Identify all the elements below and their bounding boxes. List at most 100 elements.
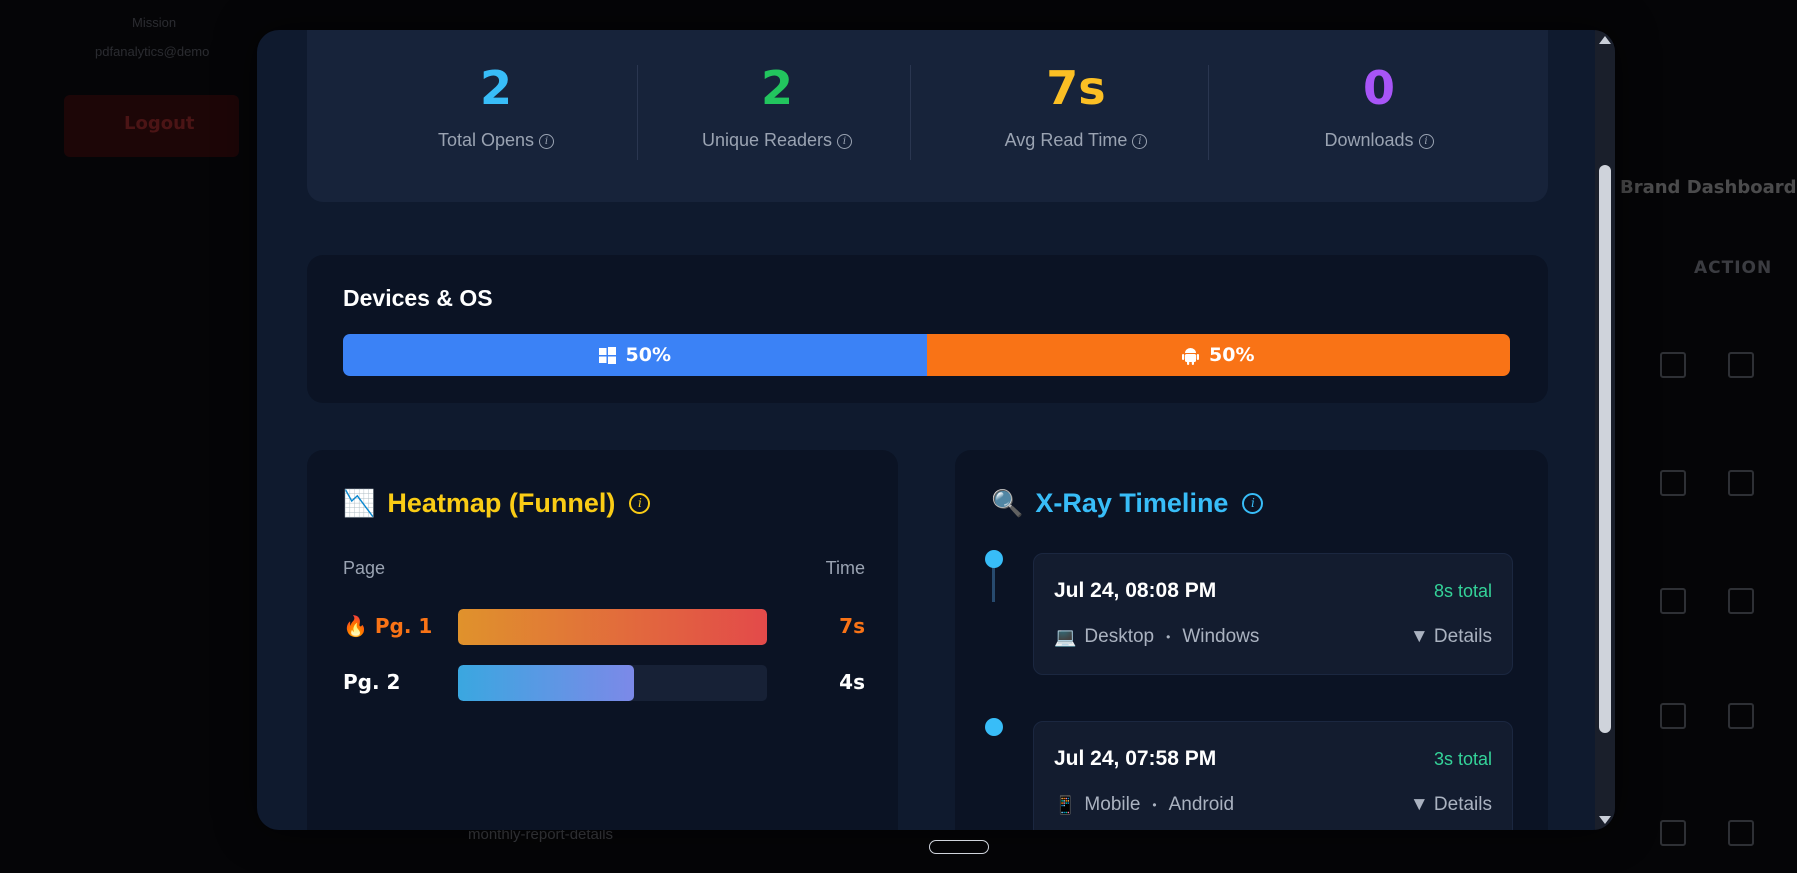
event-date: Jul 24, 08:08 PM	[1054, 579, 1217, 602]
bg-user-name: Mission	[132, 15, 177, 30]
bg-row-icon	[1660, 352, 1686, 378]
stat-divider	[1208, 65, 1209, 160]
scroll-thumb[interactable]	[1599, 165, 1611, 733]
stat-value: 2	[479, 61, 512, 115]
heatmap-time: 4s	[839, 670, 865, 694]
stat-label-wrap: Unique Readers i	[637, 130, 917, 151]
bg-dashboard-title: Brand Dashboard	[1620, 177, 1797, 198]
event-os: Android	[1168, 794, 1235, 815]
stat-label-wrap: Total Opens i	[356, 130, 636, 151]
info-icon[interactable]: i	[629, 493, 651, 514]
info-icon[interactable]: i	[1132, 133, 1148, 149]
bg-action-header: ACTION	[1694, 258, 1773, 278]
details-toggle[interactable]: ▼ Details	[1409, 626, 1492, 647]
timeline-event[interactable]: Jul 24, 08:08 PM 8s total 💻 Desktop • Wi…	[1033, 553, 1513, 675]
bg-row-icon	[1728, 470, 1754, 496]
bg-user-email: pdfanalytics@demo	[95, 44, 210, 59]
bg-row-icon	[1660, 470, 1686, 496]
stat-downloads: 0 Downloads i	[1239, 60, 1519, 151]
heatmap-page: Pg. 2	[343, 670, 400, 694]
heatmap-bar-fill	[458, 609, 767, 645]
xray-title: X-Ray Timeline	[1035, 488, 1229, 518]
timeline-dot	[985, 550, 1003, 568]
windows-icon	[598, 346, 616, 364]
bg-logout-button: Logout	[64, 95, 239, 157]
heatmap-title: Heatmap (Funnel)	[387, 488, 616, 518]
modal-scrollbar[interactable]	[1595, 30, 1615, 830]
bg-row-icon	[1728, 820, 1754, 846]
details-toggle[interactable]: ▼ Details	[1409, 794, 1492, 815]
stat-total-opens: 2 Total Opens i	[356, 60, 636, 151]
stat-label: Avg Read Time	[1004, 130, 1128, 150]
stat-value: 2	[760, 61, 793, 115]
bg-row-icon	[1660, 820, 1686, 846]
heatmap-row[interactable]: Pg. 2 4s	[343, 663, 865, 701]
heatmap-col-page: Page	[343, 558, 386, 578]
device-share-bar: 50% 50%	[343, 334, 1510, 376]
android-icon	[1182, 346, 1199, 365]
segment-label: 50%	[625, 344, 671, 366]
segment-label: 50%	[1209, 344, 1255, 366]
stat-avg-read-time: 7s Avg Read Time i	[936, 60, 1216, 151]
devices-os-card: Devices & OS 50% 50%	[307, 255, 1548, 403]
stat-divider	[910, 65, 911, 160]
stat-value: 7s	[1046, 61, 1106, 115]
segment-windows[interactable]: 50%	[343, 334, 927, 376]
stat-label: Total Opens	[437, 130, 535, 150]
devices-title: Devices & OS	[343, 285, 493, 311]
info-icon[interactable]: i	[1418, 133, 1434, 149]
event-os: Windows	[1182, 626, 1260, 647]
xray-header: 🔍 X-Ray Timeline i	[991, 488, 1264, 519]
heatmap-bar-fill	[458, 665, 635, 701]
laptop-icon: 💻	[1054, 626, 1077, 647]
bg-row-icon	[1728, 352, 1754, 378]
event-total: 8s total	[1433, 581, 1492, 601]
mobile-icon: 📱	[1054, 794, 1077, 815]
timeline-event[interactable]: Jul 24, 07:58 PM 3s total 📱 Mobile • And…	[1033, 721, 1513, 830]
page-label: Pg. 2	[343, 670, 401, 694]
meta-separator: •	[1152, 798, 1157, 812]
event-device: Mobile	[1084, 794, 1141, 815]
info-icon[interactable]: i	[539, 133, 555, 149]
stat-label-wrap: Avg Read Time i	[936, 130, 1216, 151]
stats-summary-card: 2 Total Opens i 2 Unique Readers i 7s Avg …	[307, 30, 1548, 202]
event-date: Jul 24, 07:58 PM	[1054, 747, 1217, 770]
stat-unique-readers: 2 Unique Readers i	[637, 60, 917, 151]
event-meta: 📱 Mobile • Android	[1054, 794, 1234, 816]
scroll-up-arrow-icon[interactable]	[1599, 36, 1611, 44]
timeline-dot	[985, 718, 1003, 736]
stat-label: Downloads	[1324, 130, 1414, 150]
xray-timeline-card: 🔍 X-Ray Timeline i Jul 24, 08:08 PM 8s t…	[955, 450, 1548, 830]
bg-row-icon	[1660, 588, 1686, 614]
heatmap-header: 📉 Heatmap (Funnel) i	[343, 488, 651, 519]
bg-row-icon	[1728, 588, 1754, 614]
heatmap-bar-track	[458, 665, 767, 701]
bg-row-icon	[1728, 703, 1754, 729]
magnifier-icon: 🔍	[991, 488, 1024, 519]
info-icon[interactable]: i	[837, 133, 853, 149]
info-icon[interactable]: i	[1242, 493, 1264, 514]
analytics-modal[interactable]: 2 Total Opens i 2 Unique Readers i 7s Avg …	[257, 30, 1615, 830]
meta-separator: •	[1166, 630, 1171, 644]
chart-down-icon: 📉	[343, 488, 376, 519]
event-total: 3s total	[1433, 749, 1492, 769]
stat-divider	[637, 65, 638, 160]
event-meta: 💻 Desktop • Windows	[1054, 626, 1259, 648]
page-label: Pg. 1	[374, 614, 433, 638]
heatmap-bar-track	[458, 609, 767, 645]
modal-content[interactable]: 2 Total Opens i 2 Unique Readers i 7s Avg …	[257, 30, 1595, 830]
event-device: Desktop	[1084, 626, 1155, 647]
home-indicator	[929, 840, 989, 854]
scroll-down-arrow-icon[interactable]	[1599, 816, 1611, 824]
heatmap-col-time: Time	[825, 558, 865, 578]
heatmap-card: 📉 Heatmap (Funnel) i Page Time 🔥 Pg. 1 7…	[307, 450, 898, 830]
timeline-connector	[992, 557, 995, 602]
heatmap-time: 7s	[839, 614, 865, 638]
heatmap-row[interactable]: 🔥 Pg. 1 7s	[343, 607, 865, 645]
stat-label-wrap: Downloads i	[1239, 130, 1519, 151]
heatmap-page: 🔥 Pg. 1	[343, 614, 432, 638]
stat-value: 0	[1362, 61, 1395, 115]
fire-icon: 🔥	[343, 614, 368, 638]
bg-row-icon	[1660, 703, 1686, 729]
segment-android[interactable]: 50%	[926, 334, 1510, 376]
